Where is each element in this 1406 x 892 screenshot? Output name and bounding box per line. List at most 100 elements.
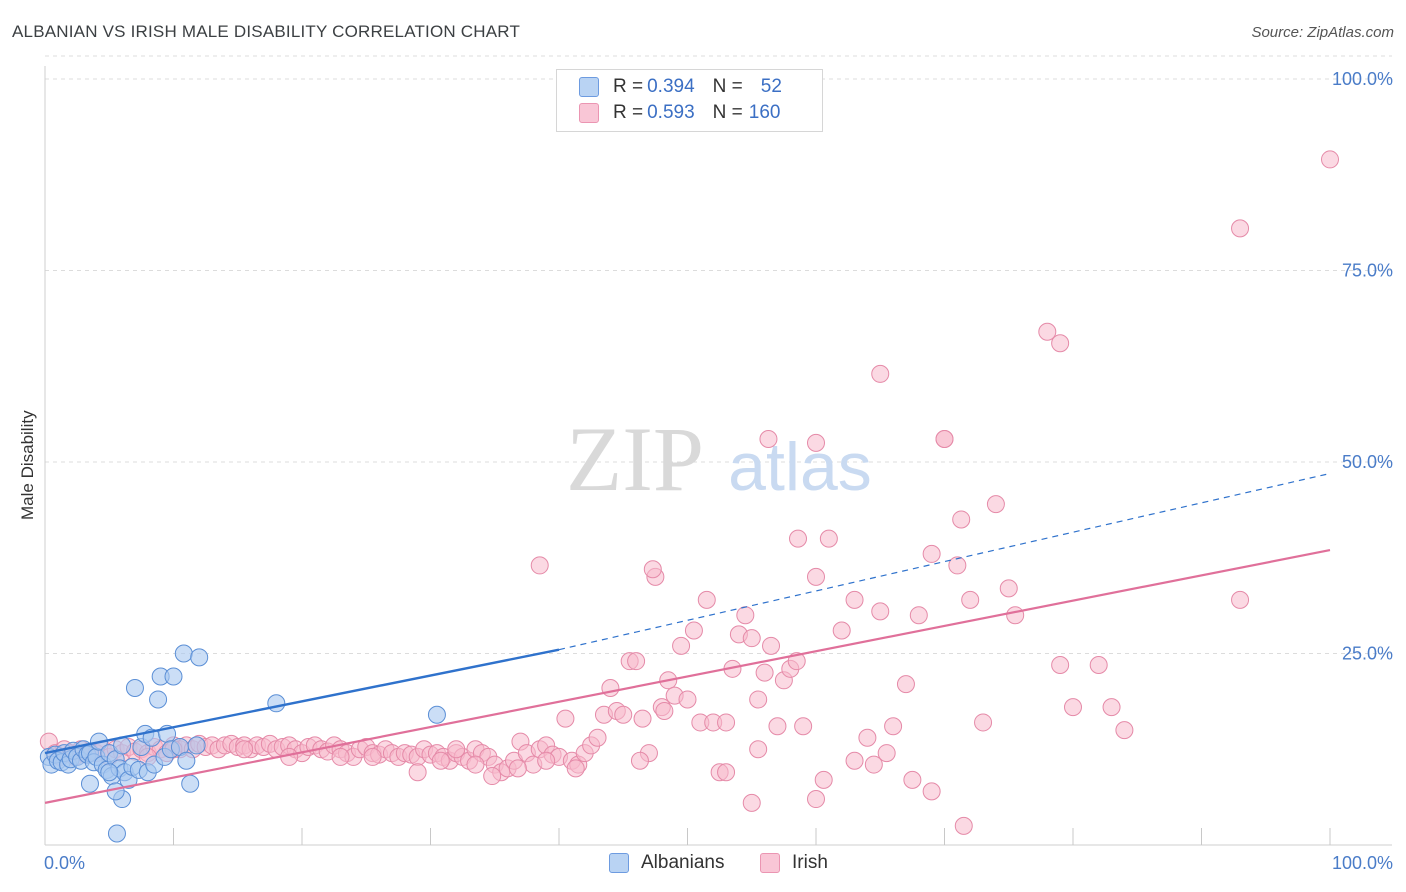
x-tick-label: 0.0%	[44, 853, 85, 873]
irish-point	[678, 690, 697, 709]
albanian-point	[100, 763, 119, 782]
irish-point	[717, 763, 736, 782]
tick-labels: 25.0% 50.0% 75.0% 100.0% 0.0% 100.0%	[44, 69, 1393, 873]
irish-point	[768, 717, 787, 736]
irish-point	[952, 510, 971, 529]
albanian-point	[125, 678, 144, 697]
irish-point	[832, 621, 851, 640]
legend-irish-n-value: 160	[748, 102, 781, 123]
irish-point	[961, 590, 980, 609]
legend-irish-n-label: N =	[712, 102, 743, 123]
irish-point	[588, 728, 607, 747]
trend-lines	[44, 472, 1331, 804]
legend-albanian-r-value: 0.394	[647, 76, 695, 97]
y-tick-label: 75.0%	[1342, 261, 1393, 281]
irish-point	[762, 636, 781, 655]
legend-irish-r-value: 0.593	[647, 102, 695, 123]
irish-point	[1321, 150, 1339, 169]
albanian-point	[164, 667, 183, 686]
irish-point	[864, 755, 883, 774]
legend-albanian-r-label: R =	[613, 76, 644, 97]
irish-point	[871, 364, 890, 383]
irish-point	[530, 556, 549, 575]
legend-albanian-n-value: 52	[760, 76, 782, 97]
x-tick-label: 100.0%	[1332, 853, 1393, 873]
irish-point	[630, 751, 649, 770]
irish-series	[39, 150, 1339, 835]
irish-point	[717, 713, 736, 732]
irish-swatch	[579, 103, 599, 123]
albanian-point	[80, 774, 99, 793]
legend-row-irish: R = 0.593 N = 160	[579, 101, 780, 125]
irish-point	[363, 747, 382, 766]
irish-trend-line	[44, 549, 1331, 804]
irish-point	[871, 602, 890, 621]
source-label: Source: ZipAtlas.com	[1251, 24, 1394, 41]
irish-point	[1038, 322, 1057, 341]
irish-point	[736, 606, 755, 625]
irish-point	[845, 751, 864, 770]
irish-point	[1231, 219, 1250, 238]
irish-point	[431, 751, 450, 770]
albanian-point	[107, 824, 126, 843]
irish-point	[759, 430, 778, 449]
irish-point	[954, 816, 973, 835]
irish-point	[537, 751, 556, 770]
albanian-point	[106, 782, 125, 801]
irish-point	[845, 590, 864, 609]
irish-point	[447, 740, 466, 759]
irish-point	[466, 755, 485, 774]
albanian-point	[187, 736, 206, 755]
irish-point	[655, 701, 674, 720]
albanian-point	[427, 705, 446, 724]
legend-irish-r-label: R =	[613, 102, 644, 123]
watermark-atlas: atlas	[728, 429, 872, 505]
albanian-point	[181, 774, 200, 793]
irish-point	[935, 430, 954, 449]
albanian-trend-line	[44, 648, 560, 755]
legend-item-irish[interactable]: Irish	[760, 852, 828, 874]
albanian-point	[177, 751, 196, 770]
irish-point	[974, 713, 993, 732]
irish-point	[742, 629, 761, 648]
albanians-legend-label: Albanians	[641, 852, 725, 873]
irish-point	[909, 606, 928, 625]
irish-point	[627, 652, 646, 671]
irish-point	[794, 717, 813, 736]
irish-point	[1231, 590, 1250, 609]
irish-point	[633, 709, 652, 728]
y-axis-label: Male Disability	[18, 410, 37, 520]
irish-point	[755, 663, 774, 682]
irish-point	[643, 560, 662, 579]
albanian-point	[149, 690, 168, 709]
irish-point	[884, 717, 903, 736]
irish-point	[877, 744, 896, 763]
irish-legend-label: Irish	[792, 852, 828, 873]
irish-point	[986, 495, 1005, 514]
irish-point	[1089, 655, 1108, 674]
irish-point	[614, 705, 633, 724]
irish-point	[922, 782, 941, 801]
irish-point	[903, 770, 922, 789]
irish-point	[896, 675, 915, 694]
y-tick-label: 25.0%	[1342, 644, 1393, 664]
grid-layer	[45, 55, 1392, 654]
stats-legend: R = 0.394 N = 52 R = 0.593 N = 160	[556, 69, 823, 132]
watermark: ZIP atlas	[566, 408, 872, 510]
irish-point	[1051, 655, 1070, 674]
irish-point	[749, 690, 768, 709]
irish-point	[948, 556, 967, 575]
irish-point	[819, 529, 838, 548]
y-tick-label: 50.0%	[1342, 452, 1393, 472]
albanian-point	[190, 648, 209, 667]
axis-layer	[44, 66, 1392, 846]
chart-title: ALBANIAN VS IRISH MALE DISABILITY CORREL…	[12, 22, 521, 41]
irish-point	[807, 433, 825, 452]
irish-point	[1102, 698, 1121, 717]
irish-point	[1006, 606, 1025, 625]
albanians-legend-swatch	[609, 853, 629, 873]
irish-point	[814, 770, 833, 789]
irish-point	[789, 529, 808, 548]
irish-point	[922, 544, 941, 563]
legend-item-albanians[interactable]: Albanians	[609, 852, 724, 874]
